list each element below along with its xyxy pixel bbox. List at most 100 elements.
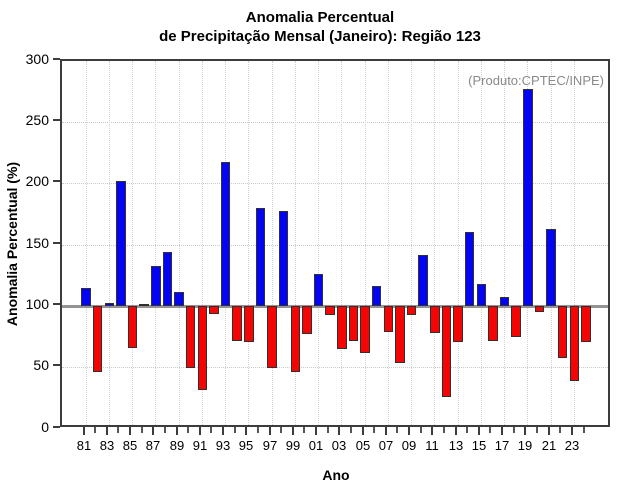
bar-2024 bbox=[581, 306, 591, 342]
x-tick bbox=[396, 427, 398, 433]
x-tick-label: 95 bbox=[238, 438, 254, 453]
bar-2019 bbox=[523, 89, 533, 307]
v-gridline bbox=[318, 61, 319, 425]
bar-2004 bbox=[348, 306, 359, 341]
bar-1997 bbox=[267, 306, 277, 368]
x-tick bbox=[117, 427, 119, 433]
v-gridline bbox=[434, 61, 435, 425]
bar-2012 bbox=[441, 306, 452, 398]
v-gridline bbox=[295, 61, 296, 425]
h-gridline bbox=[62, 367, 608, 368]
x-tick bbox=[141, 427, 143, 433]
x-tick bbox=[350, 427, 352, 433]
bar-2001 bbox=[313, 274, 324, 307]
bar-1996 bbox=[255, 208, 266, 307]
y-tick-label: 200 bbox=[25, 173, 49, 189]
v-gridline bbox=[458, 61, 459, 425]
bar-1983 bbox=[104, 302, 114, 307]
x-tick-label: 93 bbox=[215, 438, 231, 453]
bar-1991 bbox=[197, 306, 207, 390]
x-tick bbox=[222, 427, 224, 435]
x-tick-label: 01 bbox=[308, 438, 324, 453]
x-tick bbox=[571, 427, 573, 435]
x-tick bbox=[269, 427, 271, 435]
bar-2015 bbox=[476, 284, 486, 307]
x-tick bbox=[431, 427, 433, 435]
x-tick-label: 23 bbox=[564, 438, 580, 453]
x-tick bbox=[373, 427, 375, 433]
x-tick-label: 05 bbox=[355, 438, 371, 453]
bar-2020 bbox=[534, 306, 545, 313]
x-tick bbox=[536, 427, 538, 433]
chart-title-line1: Anomalia Percentual bbox=[245, 9, 395, 26]
x-tick bbox=[187, 427, 189, 433]
bar-2022 bbox=[557, 306, 568, 358]
bar-2005 bbox=[360, 306, 370, 353]
h-gridline bbox=[62, 122, 608, 123]
x-tick-label: 09 bbox=[401, 438, 417, 453]
y-tick-label: 250 bbox=[25, 112, 49, 128]
bar-2003 bbox=[337, 306, 347, 350]
bar-2014 bbox=[464, 231, 475, 307]
bar-2002 bbox=[325, 306, 335, 315]
x-tick bbox=[106, 427, 108, 435]
v-gridline bbox=[341, 61, 342, 425]
x-tick bbox=[338, 427, 340, 435]
bar-1994 bbox=[232, 306, 242, 341]
v-gridline bbox=[132, 61, 133, 425]
bar-1989 bbox=[174, 291, 184, 307]
h-gridline bbox=[62, 245, 608, 246]
v-gridline bbox=[155, 61, 156, 425]
v-gridline bbox=[481, 61, 482, 425]
v-gridline bbox=[179, 61, 180, 425]
y-tick bbox=[53, 364, 60, 366]
bar-2011 bbox=[430, 306, 440, 334]
x-tick bbox=[94, 427, 96, 433]
x-tick bbox=[129, 427, 131, 435]
x-tick-label: 83 bbox=[99, 438, 115, 453]
x-tick bbox=[280, 427, 282, 433]
bar-2021 bbox=[546, 229, 556, 307]
bar-2009 bbox=[406, 306, 417, 315]
x-tick-label: 03 bbox=[331, 438, 347, 453]
x-axis-label: Ano bbox=[322, 467, 350, 483]
y-tick bbox=[53, 426, 60, 428]
v-gridline bbox=[109, 61, 110, 425]
bar-1999 bbox=[290, 306, 300, 373]
v-gridline bbox=[365, 61, 366, 425]
bar-1982 bbox=[92, 306, 103, 373]
baseline-100-line bbox=[62, 305, 608, 308]
bar-1990 bbox=[185, 306, 196, 368]
x-tick-label: 17 bbox=[494, 438, 510, 453]
x-tick bbox=[408, 427, 410, 435]
x-tick bbox=[257, 427, 259, 433]
bar-1998 bbox=[278, 210, 289, 307]
chart-title-line2: de Precipitação Mensal (Janeiro): Região… bbox=[159, 28, 481, 45]
v-gridline bbox=[574, 61, 575, 425]
bar-2000 bbox=[302, 306, 312, 335]
x-tick-label: 87 bbox=[145, 438, 161, 453]
bar-1986 bbox=[139, 303, 149, 307]
x-tick bbox=[466, 427, 468, 433]
bar-2008 bbox=[395, 306, 405, 363]
x-tick bbox=[513, 427, 515, 433]
x-tick bbox=[478, 427, 480, 435]
x-tick bbox=[489, 427, 491, 433]
v-gridline bbox=[504, 61, 505, 425]
y-tick bbox=[53, 242, 60, 244]
bar-2018 bbox=[511, 306, 521, 337]
bar-1981 bbox=[81, 287, 91, 307]
h-gridline bbox=[62, 183, 608, 184]
product-annotation: (Produto:CPTEC/INPE) bbox=[468, 73, 604, 88]
x-tick bbox=[83, 427, 85, 435]
v-gridline bbox=[388, 61, 389, 425]
x-tick bbox=[327, 427, 329, 433]
y-tick bbox=[53, 58, 60, 60]
x-tick bbox=[245, 427, 247, 435]
bar-1992 bbox=[209, 306, 219, 314]
x-tick bbox=[548, 427, 550, 435]
bar-1984 bbox=[116, 181, 126, 307]
y-tick bbox=[53, 180, 60, 182]
y-tick-label: 50 bbox=[33, 357, 49, 373]
x-tick bbox=[199, 427, 201, 435]
